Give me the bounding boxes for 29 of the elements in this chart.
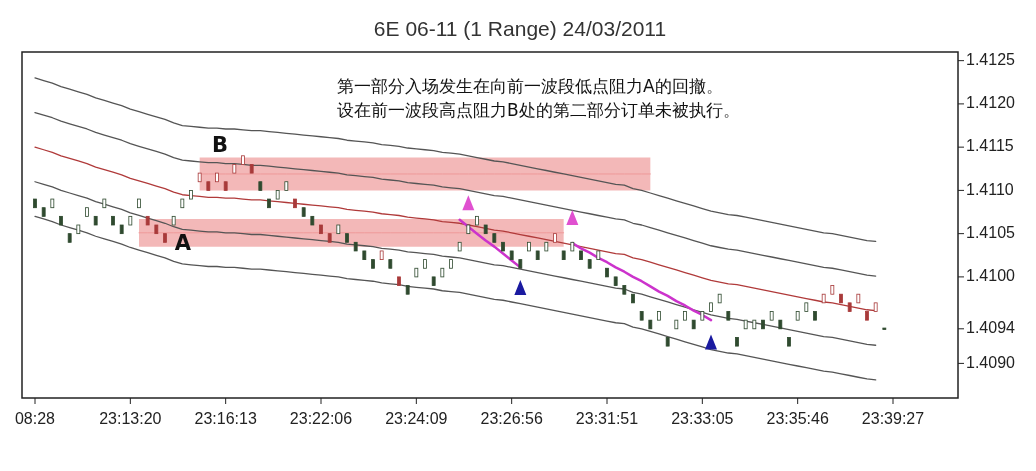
- y-tick-label: 1.4125: [966, 50, 1016, 68]
- x-tick-label: 23:35:46: [766, 410, 829, 427]
- x-tick-label: 23:31:51: [575, 410, 639, 427]
- y-tick-label: 1.4094: [966, 319, 1016, 337]
- point: [705, 334, 717, 350]
- y-tick-label: 1.4110: [966, 180, 1014, 198]
- annotation: 设在前一波段高点阻力B处的第二部分订单未被执行。: [337, 100, 740, 120]
- y-tick-label: 1.4090: [966, 353, 1016, 371]
- y-tick-label: 1.4100: [966, 267, 1016, 285]
- chart-title: 6E 06-11 (1 Range) 24/03/2011: [373, 17, 667, 40]
- x-tick-label: 08:28: [14, 410, 56, 427]
- annotation: B: [211, 133, 229, 157]
- x-tick-label: 23:13:20: [99, 410, 162, 427]
- annotation: A: [174, 231, 192, 255]
- point: [514, 280, 527, 296]
- y-tick-label: 1.4105: [966, 223, 1016, 241]
- y-tick-label: 1.4115: [966, 137, 1014, 155]
- x-tick-label: 23:33:05: [671, 410, 734, 427]
- x-tick-label: 23:39:27: [861, 410, 925, 427]
- x-tick-label: 23:16:13: [194, 410, 257, 427]
- y-tick-label: 1.4120: [966, 94, 1016, 112]
- line-series: [34, 181, 877, 346]
- point: [566, 209, 579, 225]
- annotation: 第一部分入场发生在向前一波段低点阻力A的回撤。: [337, 76, 723, 96]
- line-series: [34, 215, 877, 381]
- x-tick-label: 23:24:09: [385, 410, 448, 427]
- point: [462, 195, 475, 211]
- x-tick-label: 23:22:06: [289, 410, 353, 427]
- x-tick-label: 23:26:56: [480, 410, 543, 427]
